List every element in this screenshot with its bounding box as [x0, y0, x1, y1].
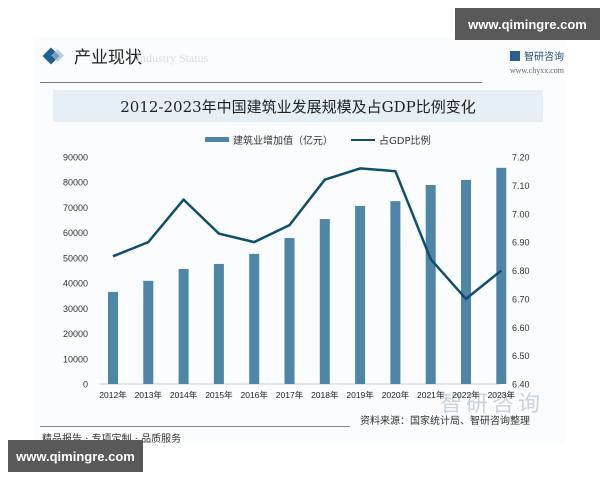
section-title: 产业现状: [74, 48, 142, 68]
line-swatch-icon: [351, 138, 375, 141]
left-tick-label: 50000: [63, 253, 88, 263]
gdp-ratio-line: [112, 167, 503, 301]
bar: [390, 201, 401, 384]
chart-title-band: 2012-2023年中国建筑业发展规模及占GDP比例变化: [53, 90, 543, 122]
x-tick-label: 2013年: [135, 390, 163, 400]
brand-watermark: 智研咨询: [440, 392, 545, 417]
right-tick-label: 6.90: [512, 238, 530, 248]
section-header: 产业现状 Industry Status: [42, 43, 209, 68]
right-tick-label: 7.00: [512, 209, 530, 219]
right-tick-label: 6.80: [512, 266, 530, 276]
right-tick-label: 6.40: [512, 380, 530, 390]
legend-label-bar: 建筑业增加值（亿元）: [233, 136, 333, 147]
x-tick-label: 2023年: [488, 390, 516, 400]
x-tick-label: 2021年: [417, 390, 445, 400]
brand-url: www.chyxx.com: [509, 66, 564, 75]
left-tick-label: 70000: [63, 203, 88, 213]
bar: [108, 291, 118, 384]
x-tick-label: 2016年: [240, 390, 268, 400]
right-tick-label: 7.10: [512, 181, 530, 191]
x-tick-label: 2012年: [99, 390, 127, 400]
right-tick-label: 6.50: [512, 351, 530, 361]
right-tick-label: 6.60: [512, 323, 530, 333]
left-tick-label: 90000: [63, 153, 88, 163]
legend-item-line: 占GDP比例: [351, 132, 430, 147]
header-divider: [40, 82, 482, 83]
bar: [284, 237, 295, 384]
brand-name: 智研咨询: [524, 52, 564, 63]
chart-title: 2012-2023年中国建筑业发展规模及占GDP比例变化: [120, 97, 476, 116]
footer-slogan: 精品报告 · 专项定制 · 品质服务: [42, 434, 182, 445]
x-tick-label: 2017年: [276, 390, 304, 400]
left-axis-ticks: 0 10000 20000 30000 40000 50000 60000 70000 8000…: [63, 153, 88, 390]
left-tick-label: 80000: [63, 178, 88, 188]
right-axis-ticks: 6.40 6.50 6.60 6.70 6.80 6.90 7.00 7.10 7.20: [512, 153, 530, 390]
left-tick-label: 40000: [63, 279, 88, 289]
bar: [213, 263, 224, 384]
bar: [461, 179, 471, 384]
left-tick-label: 20000: [63, 329, 88, 339]
bar: [425, 184, 436, 384]
right-tick-label: 7.20: [512, 153, 530, 163]
brand-block: 智研咨询 www.chyxx.com: [484, 48, 564, 75]
site-watermark-top: www.qimingre.com: [455, 8, 600, 40]
x-tick-label: 2019年: [346, 390, 374, 400]
x-tick-label: 2015年: [205, 390, 233, 400]
bar: [319, 219, 330, 384]
section-subtitle: Industry Status: [136, 51, 209, 65]
x-axis-labels: 2012年 2013年 2014年 2015年 2016年 2017年 2018年 2019年…: [99, 390, 515, 400]
site-watermark-bottom: www.qimingre.com: [8, 440, 143, 472]
x-tick-label: 2022年: [452, 390, 480, 400]
bar: [143, 280, 154, 384]
chart-legend: 建筑业增加值（亿元） 占GDP比例: [205, 132, 448, 147]
left-tick-label: 30000: [63, 304, 88, 314]
bar: [249, 253, 260, 384]
bar: [496, 167, 507, 384]
legend-label-line: 占GDP比例: [379, 136, 431, 147]
left-tick-label: 0: [83, 380, 88, 390]
bar-series: [108, 167, 507, 384]
x-tick-label: 2014年: [170, 390, 198, 400]
x-tick-label: 2018年: [311, 390, 339, 400]
bar: [178, 268, 189, 384]
bar-swatch-icon: [205, 137, 229, 142]
x-tick-label: 2020年: [382, 390, 410, 400]
left-tick-label: 10000: [63, 354, 88, 364]
left-tick-label: 60000: [63, 228, 88, 238]
right-tick-label: 6.70: [512, 294, 530, 304]
data-source: 资料来源：国家统计局、智研咨询整理: [360, 416, 530, 427]
bar: [355, 205, 366, 384]
brand-logo-icon: [510, 50, 520, 61]
footer-divider: [40, 426, 350, 427]
legend-item-bar: 建筑业增加值（亿元）: [205, 132, 333, 147]
